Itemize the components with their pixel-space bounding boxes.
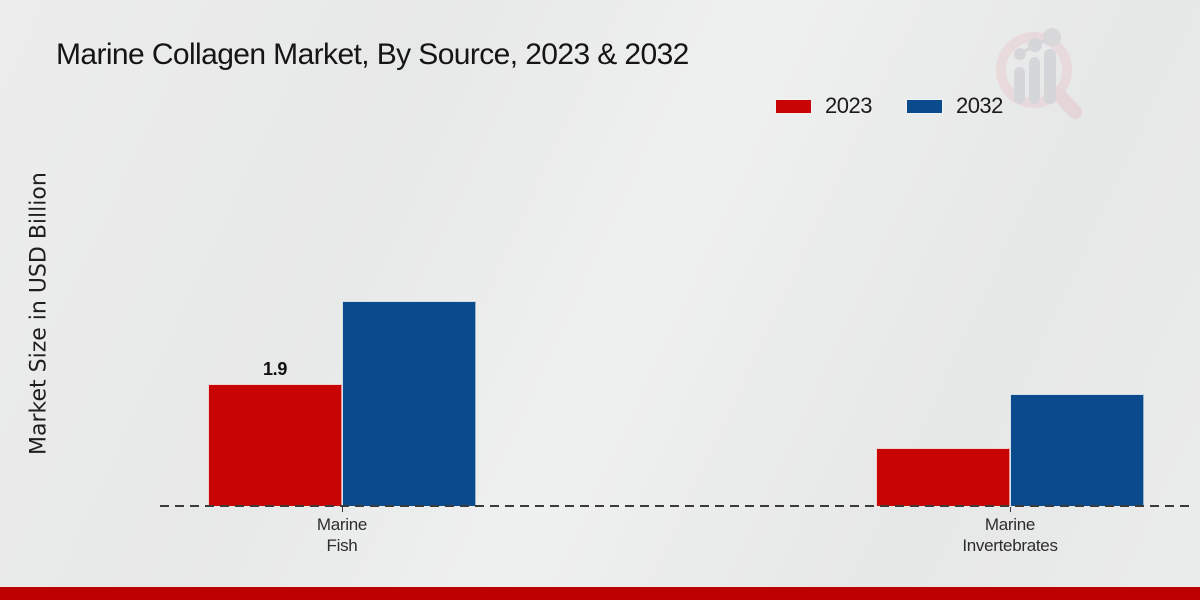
legend-label: 2032 [955, 93, 1003, 118]
x-axis-baseline [160, 505, 1190, 507]
bar-2032-marine-invertebrates [1010, 394, 1144, 506]
legend-swatch-2023 [775, 98, 812, 114]
bar-2032-marine-fish [342, 301, 476, 506]
magnifier-growth-chart-logo-icon [996, 28, 1082, 119]
legend-item-2032: 2032 [905, 93, 1003, 119]
bar-2023-marine-fish [208, 384, 342, 506]
x-axis-tick-marine-fish [342, 507, 343, 512]
bar-2023-marine-invertebrates [876, 448, 1010, 506]
x-axis-tick-marine-invertebrates [1010, 507, 1011, 512]
footer-accent-bar [0, 587, 1200, 600]
legend-swatch-2032 [905, 98, 943, 114]
y-axis-label: Market Size in USD Billion [26, 172, 52, 456]
chart-title: Marine Collagen Market, By Source, 2023 … [56, 38, 689, 71]
legend: 2023 2032 [775, 90, 1003, 122]
value-label-2023-marine-fish: 1.9 [262, 359, 288, 379]
category-label-marine-fish: Marine Fish [316, 515, 368, 555]
category-label-marine-invertebrates: Marine Invertebrates [962, 515, 1058, 555]
legend-label: 2023 [825, 93, 872, 118]
legend-item-2023: 2023 [775, 93, 872, 119]
